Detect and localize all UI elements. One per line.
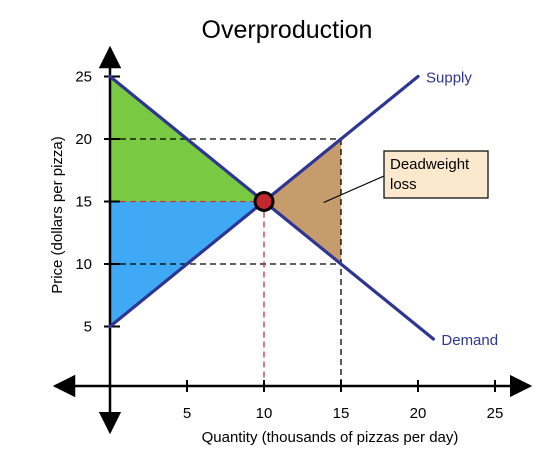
deadweight-loss-region (264, 139, 341, 264)
y-tick-label: 10 (75, 256, 92, 273)
x-tick-label: 20 (410, 405, 427, 422)
callout-pointer (323, 175, 385, 204)
equilibrium-point (253, 191, 275, 212)
deadweight-loss-callout: Deadweight loss (323, 150, 489, 204)
callout-line-2: loss (390, 176, 417, 193)
callout-line-1: Deadweight (390, 156, 470, 173)
x-axis-label: Quantity (thousands of pizzas per day) (202, 429, 459, 446)
supply-curve-label: Supply (426, 70, 472, 87)
callout-box (383, 150, 489, 199)
axis-ticks: 5 10 15 20 25 5 10 15 20 25 (75, 69, 503, 423)
y-axis-label: Price (dollars per pizza) (49, 136, 66, 294)
x-tick-label: 10 (256, 405, 273, 422)
chart-title: Overproduction (202, 16, 373, 44)
demand-curve-label: Demand (441, 332, 498, 349)
y-tick-label: 5 (84, 319, 92, 336)
y-tick-label: 25 (75, 69, 92, 86)
y-tick-label: 20 (75, 131, 92, 148)
y-tick-label: 15 (75, 194, 92, 211)
x-tick-label: 25 (487, 405, 504, 422)
x-tick-label: 15 (333, 405, 350, 422)
x-tick-label: 5 (183, 405, 191, 422)
